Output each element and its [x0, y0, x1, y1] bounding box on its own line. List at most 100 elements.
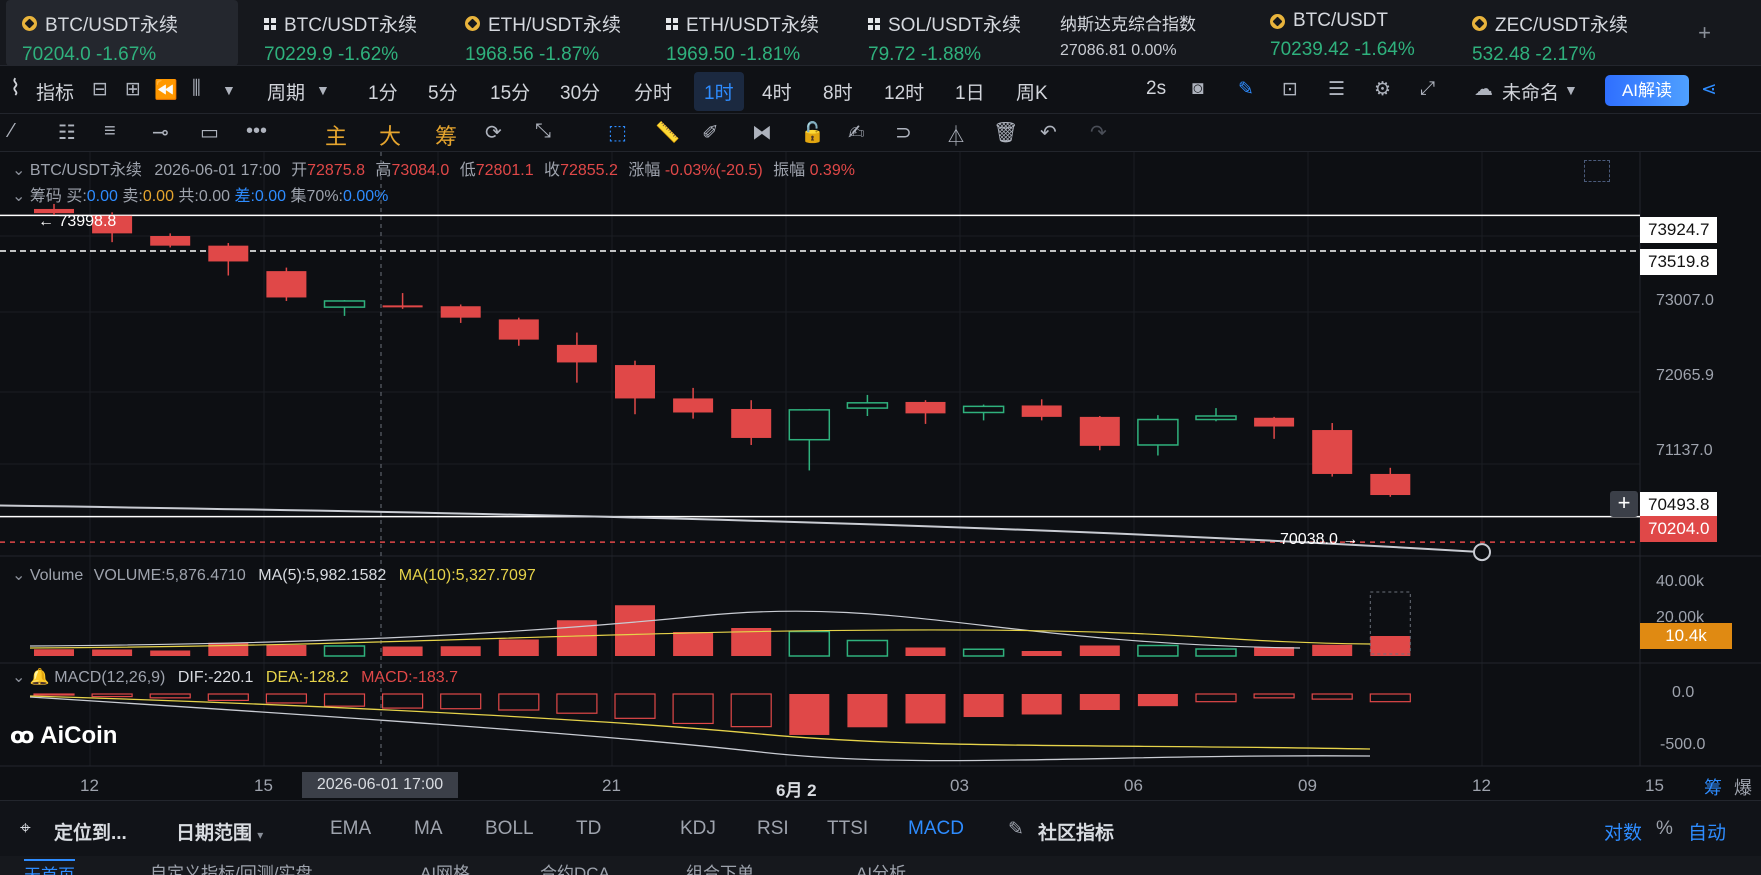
rectangle-tool-icon[interactable]: ▭ — [200, 122, 219, 144]
parallel-tool-icon[interactable]: ☷ — [58, 122, 76, 144]
cursor-tool-icon[interactable]: ⬚ — [608, 122, 627, 144]
auto-scale-button[interactable]: 自动 — [1688, 823, 1727, 844]
comment-icon[interactable]: ⊡ — [1282, 79, 1298, 100]
community-indicator-button[interactable]: 社区指标 — [1038, 823, 1115, 844]
indicator-icon[interactable]: ⌇ — [10, 75, 21, 100]
collapse-icon[interactable]: ⌄ — [12, 669, 26, 686]
timeframe-time-share[interactable]: 分时 — [634, 83, 673, 104]
indicator-kdj[interactable]: KDJ — [680, 818, 716, 839]
indicator-ema[interactable]: EMA — [330, 818, 372, 839]
timeframe-4h[interactable]: 4时 — [762, 83, 792, 104]
undo-icon[interactable]: ↶ — [1040, 122, 1057, 144]
tab-name: BTC/USDT永续 — [284, 15, 418, 36]
tab-home[interactable]: 天首页 — [24, 859, 75, 875]
indicator-td[interactable]: TD — [576, 818, 602, 839]
candle-body — [615, 365, 655, 399]
fullscreen-icon[interactable]: ⤢ — [1420, 78, 1436, 99]
period-button[interactable]: 周期 — [267, 83, 306, 104]
magnet-icon[interactable]: ⊃ — [895, 122, 912, 144]
price-tag-ma-level: 70493.8 — [1640, 492, 1718, 518]
share-icon[interactable]: ⋖ — [1701, 79, 1717, 100]
chevron-down-icon[interactable]: ▼ — [222, 82, 236, 98]
timeframe-15m[interactable]: 15分 — [490, 83, 531, 104]
candle-body — [962, 405, 1005, 414]
timeframe-1h[interactable]: 1时 — [694, 72, 744, 111]
hline-tool-icon[interactable]: ≡ — [104, 120, 116, 142]
ray-tool-icon[interactable]: ⊸ — [152, 122, 169, 144]
tab-sol-usdt-perp-okx[interactable]: SOL/USDT永续 79.72 -1.88% — [852, 0, 1040, 66]
layout-name-dropdown[interactable]: 未命名 — [1502, 83, 1560, 104]
camera-icon[interactable]: ◙ — [1192, 78, 1204, 99]
list-icon[interactable]: ☰ — [1328, 79, 1346, 100]
measure-icon[interactable]: ⤡ — [535, 120, 551, 142]
chips-button[interactable]: 筹 — [435, 124, 458, 149]
percent-scale-button[interactable]: % — [1656, 818, 1673, 839]
log-scale-button[interactable]: 对数 — [1604, 823, 1643, 844]
main-force-button[interactable]: 主 — [325, 124, 348, 149]
layout-icon[interactable]: ⊞ — [125, 79, 141, 100]
tab-nasdaq-index[interactable]: 纳斯达克综合指数 27086.81 0.00% — [1044, 0, 1244, 66]
note-icon[interactable]: ✍ — [848, 122, 865, 144]
lock-icon[interactable]: 🔓 — [800, 122, 825, 144]
collapse-icon[interactable]: ⌄ — [12, 567, 26, 584]
collapse-icon[interactable]: ⌄ — [12, 188, 26, 205]
tab-eth-usdt-perp-binance[interactable]: ETH/USDT永续 1968.56 -1.87% — [449, 0, 637, 66]
brush-icon[interactable]: ✐ — [702, 122, 719, 144]
tab-ai-analysis[interactable]: AI分析 — [856, 864, 907, 875]
pattern-icon[interactable]: ⧓ — [752, 122, 772, 144]
chips-side-button[interactable]: 筹 — [1704, 778, 1722, 798]
candlestick-chart[interactable] — [0, 152, 1761, 800]
cloud-icon[interactable]: ☁ — [1474, 79, 1493, 100]
add-alert-plus-icon[interactable]: + — [1610, 491, 1638, 517]
rewind-icon[interactable]: ⏪ — [154, 80, 178, 101]
indicator-rsi[interactable]: RSI — [757, 818, 789, 839]
ruler-icon[interactable]: 📏 — [655, 122, 680, 144]
tab-zec-usdt-perp[interactable]: ZEC/USDT永续 532.48 -2.17% — [1456, 0, 1656, 66]
timeframe-week[interactable]: 周K — [1016, 83, 1048, 104]
pencil-icon[interactable]: ✎ — [1238, 79, 1254, 100]
tab-btc-usdt-perp-okx[interactable]: BTC/USDT永续 70229.9 -1.62% — [248, 0, 436, 66]
timeframe-8h[interactable]: 8时 — [823, 83, 853, 104]
locate-to-button[interactable]: 定位到... — [54, 823, 127, 844]
sync-icon[interactable]: ⟳ — [485, 122, 502, 144]
bell-icon[interactable]: 🔔 — [29, 669, 50, 686]
liquidation-side-button[interactable]: 爆 — [1734, 778, 1752, 798]
timeframe-12h[interactable]: 12时 — [884, 83, 925, 104]
chevron-down-icon[interactable]: ▼ — [1564, 82, 1578, 98]
indicator-button[interactable]: 指标 — [36, 83, 75, 104]
add-tab-plus-icon[interactable]: + — [1698, 20, 1711, 45]
big-order-button[interactable]: 大 — [379, 124, 402, 149]
expand-icon[interactable] — [1584, 160, 1610, 182]
trash-icon[interactable]: 🗑 — [993, 122, 1019, 144]
community-indicator-icon[interactable]: ✎ — [1008, 819, 1024, 840]
collapse-icon[interactable]: ⌄ — [12, 162, 26, 179]
tab-contract-dca[interactable]: 合约DCA — [540, 864, 610, 875]
filter-icon[interactable]: ⏃ — [946, 126, 966, 148]
tab-ai-grid[interactable]: AI网格 — [420, 864, 471, 875]
timeframe-1d[interactable]: 1日 — [955, 83, 985, 104]
indicator-ma[interactable]: MA — [414, 818, 443, 839]
ai-interpret-button[interactable]: AI解读 — [1605, 75, 1689, 106]
timeframe-5m[interactable]: 5分 — [428, 83, 458, 104]
indicator-boll[interactable]: BOLL — [485, 818, 534, 839]
date-range-button[interactable]: 日期范围 ▾ — [176, 823, 264, 844]
redo-icon[interactable]: ↷ — [1090, 122, 1107, 144]
locate-icon[interactable]: ⌖ — [20, 818, 31, 839]
tab-btc-usdt-perp-binance[interactable]: BTC/USDT永续 70204.0 -1.67% — [6, 0, 238, 66]
more-tools-icon[interactable]: ••• — [246, 120, 268, 142]
chevron-down-icon[interactable]: ▼ — [316, 82, 330, 98]
indicator-ttsi[interactable]: TTSI — [827, 818, 869, 839]
line-tool-icon[interactable]: ⁄ — [10, 120, 14, 142]
tab-btc-usdt-spot[interactable]: BTC/USDT 70239.42 -1.64% — [1254, 0, 1450, 66]
tab-eth-usdt-perp-okx[interactable]: ETH/USDT永续 1969.50 -1.81% — [650, 0, 838, 66]
timeframe-1m[interactable]: 1分 — [368, 83, 398, 104]
tab-custom-indicator[interactable]: 自定义指标/回测/实盘 — [150, 864, 313, 875]
indicator-macd[interactable]: MACD — [908, 818, 964, 839]
template-icon[interactable]: ⊟ — [92, 79, 108, 100]
tab-combo-order[interactable]: 组合下单 — [686, 864, 754, 875]
candle-type-icon[interactable]: ⫼ — [192, 78, 201, 99]
refresh-interval[interactable]: 2s — [1146, 78, 1167, 99]
price-tick: 73007.0 — [1656, 292, 1714, 309]
timeframe-30m[interactable]: 30分 — [560, 83, 601, 104]
settings-icon[interactable]: ⚙ — [1374, 79, 1392, 100]
